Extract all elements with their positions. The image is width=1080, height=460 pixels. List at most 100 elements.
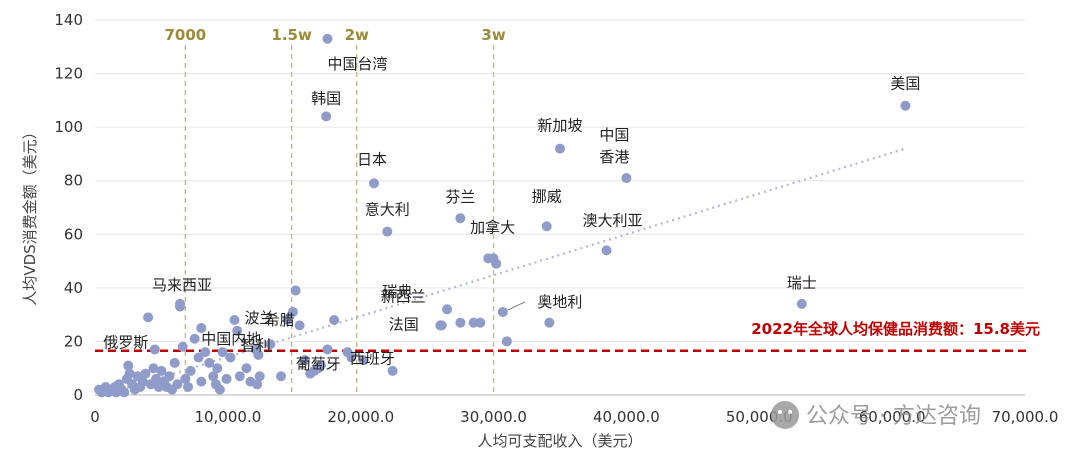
data-point [475,317,486,328]
point-label: 美国 [890,75,920,93]
y-tick-labels: 0 20 40 60 80 100 120 140 [54,11,83,404]
point-label: 中国内地 [201,330,261,348]
y-tick-label: 60 [64,225,83,243]
data-point [250,344,261,355]
y-axis-title: 人均VDS消费金额（美元） [21,124,39,305]
data-point [287,306,298,317]
data-point [299,355,310,366]
data-point [544,317,555,328]
data-point [252,379,263,390]
data-point [124,368,135,379]
y-tick-label: 0 [73,386,83,404]
data-point [208,371,219,382]
data-point [156,365,167,376]
data-point [322,33,333,44]
data-point [143,312,154,323]
data-point [541,221,552,232]
data-point [322,344,333,355]
data-point [169,357,180,368]
data-point [193,352,204,363]
data-point [265,339,276,350]
data-point [282,315,293,325]
data-point [212,363,223,374]
point-label: 香港 [599,148,629,166]
data-point [196,323,207,334]
label-leader [507,301,526,311]
threshold-label: 2022年全球人均保健品消费额：15.8美元 [751,320,1040,338]
data-point [229,315,240,325]
x-tick-label: 40,000.0 [593,408,660,426]
data-point [234,371,245,382]
point-label: 希腊 [265,311,295,329]
data-point [185,365,196,376]
point-label: 俄罗斯 [103,333,148,351]
data-point [217,347,228,358]
point-label: 法国 [389,315,419,333]
data-point [254,371,265,382]
point-label: 中国台湾 [327,55,387,73]
data-point [204,357,215,368]
point-label: 马来西亚 [152,276,212,294]
data-point [497,306,508,317]
point-label: 澳大利亚 [582,211,642,229]
data-point [177,341,188,352]
data-point [164,371,175,382]
x-tick-label: 70,000.0 [992,408,1059,426]
data-point [276,371,286,382]
data-point [148,363,159,374]
wechat-icon [771,401,799,429]
x-axis-title: 人均可支配收入（美元） [477,432,642,450]
point-label: 瑞典 [382,282,412,300]
data-point [382,226,393,237]
watermark-text: 公众号 · 方达咨询 [806,404,981,429]
data-points [93,33,911,398]
y-tick-label: 100 [54,118,83,136]
data-point [225,352,236,363]
data-point [455,317,466,328]
point-label: 韩国 [311,89,341,107]
data-point [137,376,148,387]
point-label: 智利 [241,336,271,354]
point-label: 挪威 [532,187,562,205]
data-point [172,379,183,390]
data-point [436,320,447,331]
reference-line-label: 2w [345,26,369,44]
data-point [796,298,807,309]
data-point [346,352,357,363]
point-label: 奥地利 [537,293,582,311]
gridlines [95,19,1025,342]
y-tick-label: 120 [54,65,83,83]
data-point [183,381,193,392]
point-label: 瑞士 [787,274,817,292]
data-point [313,363,324,374]
point-label: 新加坡 [537,117,582,135]
data-point [290,285,301,296]
point-label: 日本 [357,150,387,168]
x-tick-label: 20,000.0 [327,408,394,426]
reference-line-label: 7000 [164,26,206,44]
data-point [900,100,911,111]
point-label: 波兰 [244,309,274,327]
data-point [196,376,207,387]
data-point [180,373,191,384]
reference-line-label: 1.5w [271,26,312,44]
data-point [119,387,130,398]
point-label: 新西兰 [381,287,426,305]
x-tick-label: 30,000.0 [460,408,527,426]
data-point [151,373,162,384]
data-point [175,298,186,309]
data-point [189,333,200,344]
reference-line-label: 3w [481,26,505,44]
data-point [149,344,160,355]
point-label: 意大利 [365,201,410,219]
data-point [329,315,340,325]
y-tick-label: 40 [64,279,83,297]
x-tick-label: 0 [90,408,100,426]
data-point [294,320,305,331]
watermark: 公众号 · 方达咨询 [771,401,981,429]
y-tick-label: 80 [64,172,83,190]
point-label: 加拿大 [470,218,515,236]
x-tick-label: 10,000.0 [194,408,261,426]
data-point [501,336,512,347]
point-label: 中国 [599,126,629,144]
